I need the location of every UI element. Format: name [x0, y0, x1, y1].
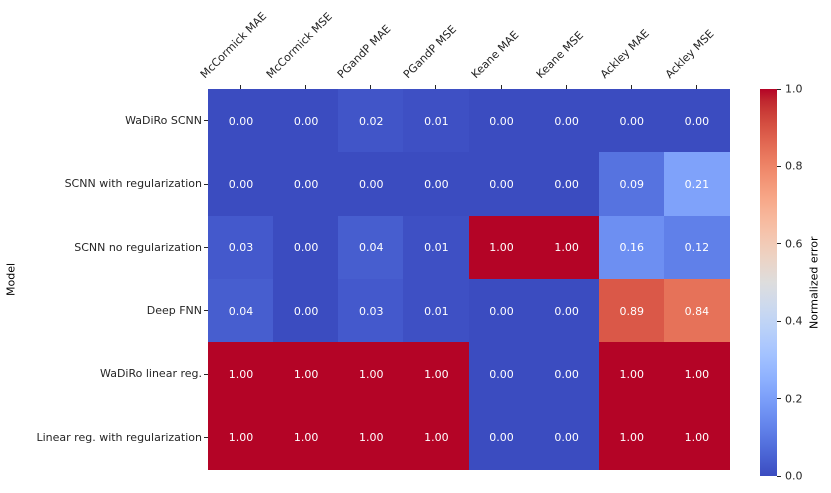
- column-label: Keane MSE: [533, 28, 586, 81]
- heatmap-cell: 0.00: [273, 279, 340, 343]
- heatmap-cell: 1.00: [468, 215, 535, 280]
- row-label: WaDiRo SCNN: [125, 114, 202, 128]
- heatmap-cell: 0.21: [663, 152, 730, 217]
- heatmap-cell: 0.04: [338, 215, 405, 280]
- y-tick-mark: [204, 183, 208, 185]
- column-label: McCormick MAE: [198, 9, 270, 81]
- heatmap-cell: 0.01: [403, 215, 470, 280]
- heatmap-cell: 1.00: [663, 342, 730, 407]
- colorbar-tick-mark: [777, 243, 781, 245]
- heatmap-cell: 0.04: [208, 279, 274, 343]
- heatmap-cell: 1.00: [598, 342, 665, 407]
- row-label: SCNN with regularization: [64, 177, 202, 191]
- column-label: Ackley MSE: [662, 27, 717, 81]
- heatmap-cell: 1.00: [598, 405, 665, 470]
- heatmap-cell: 0.00: [468, 152, 535, 217]
- colorbar-tick-mark: [777, 398, 781, 400]
- heatmap-cell: 1.00: [273, 405, 340, 470]
- colorbar-gradient: [760, 89, 777, 476]
- heatmap-cell: 0.00: [468, 279, 535, 343]
- heatmap-cell: 0.89: [598, 279, 665, 343]
- heatmap-cell: 0.00: [208, 152, 274, 217]
- row-label: Linear reg. with regularization: [36, 430, 202, 444]
- heatmap-cell: 0.03: [208, 215, 274, 280]
- row-label: SCNN no regularization: [74, 240, 202, 254]
- x-tick-mark: [305, 85, 307, 89]
- heatmap-cell: 1.00: [403, 405, 470, 470]
- row-label: Deep FNN: [146, 304, 202, 318]
- heatmap-cell: 1.00: [208, 405, 274, 470]
- heatmap-cell: 1.00: [273, 342, 340, 407]
- colorbar-tick-mark: [777, 88, 781, 90]
- colorbar-tick-mark: [777, 475, 781, 477]
- colorbar-tick-label: 0.0: [785, 469, 803, 483]
- row-label: WaDiRo linear reg.: [100, 367, 202, 381]
- y-tick-mark: [204, 436, 208, 438]
- x-tick-mark: [435, 85, 437, 89]
- column-label: PGandP MAE: [334, 22, 394, 81]
- heatmap-cell: 0.01: [403, 89, 470, 153]
- heatmap-cell: 0.00: [533, 279, 600, 343]
- colorbar-tick-label: 0.8: [785, 159, 803, 173]
- x-tick-mark: [240, 85, 242, 89]
- heatmap-cell: 1.00: [533, 215, 600, 280]
- x-tick-mark: [695, 85, 697, 89]
- heatmap-cell: 0.00: [663, 89, 730, 153]
- heatmap-cell: 0.00: [533, 405, 600, 470]
- colorbar-tick-label: 0.4: [785, 314, 803, 328]
- heatmap-cell: 0.00: [533, 342, 600, 407]
- heatmap-cell: 0.00: [468, 405, 535, 470]
- heatmap-cell: 0.00: [208, 89, 274, 153]
- heatmap-cell: 0.84: [663, 279, 730, 343]
- heatmap-cell: 0.02: [338, 89, 405, 153]
- heatmap-cell: 0.00: [468, 342, 535, 407]
- column-label: Keane MAE: [468, 28, 521, 81]
- heatmap-cell: 1.00: [663, 405, 730, 470]
- x-tick-mark: [630, 85, 632, 89]
- heatmap-cell: 1.00: [338, 405, 405, 470]
- y-tick-mark: [204, 373, 208, 375]
- colorbar-tick-mark: [777, 320, 781, 322]
- column-label: Ackley MAE: [597, 26, 652, 82]
- heatmap-cell: 0.09: [598, 152, 665, 217]
- heatmap-cell: 0.03: [338, 279, 405, 343]
- y-tick-mark: [204, 246, 208, 248]
- colorbar-tick-label: 0.6: [785, 237, 803, 251]
- heatmap-cell: 0.00: [403, 152, 470, 217]
- x-tick-mark: [565, 85, 567, 89]
- heatmap-cell: 1.00: [403, 342, 470, 407]
- heatmap-cell: 0.00: [273, 89, 340, 153]
- heatmap-cell: 0.00: [468, 89, 535, 153]
- colorbar-tick-mark: [777, 165, 781, 167]
- column-label: PGandP MSE: [400, 22, 459, 82]
- column-label: McCormick MSE: [263, 10, 335, 82]
- heatmap-cell: 0.16: [598, 215, 665, 280]
- y-tick-mark: [204, 310, 208, 312]
- colorbar-label: Normalized error: [807, 236, 821, 329]
- heatmap-cell: 0.00: [533, 89, 600, 153]
- heatmap-cell: 0.00: [598, 89, 665, 153]
- heatmap-cell: 0.00: [273, 215, 340, 280]
- heatmap-cell: 0.01: [403, 279, 470, 343]
- heatmap-cell: 0.00: [338, 152, 405, 217]
- heatmap-cell: 1.00: [208, 342, 274, 407]
- heatmap-cell: 0.00: [533, 152, 600, 217]
- x-tick-mark: [370, 85, 372, 89]
- x-tick-mark: [500, 85, 502, 89]
- colorbar-tick-label: 0.2: [785, 392, 803, 406]
- heatmap-cell: 0.12: [663, 215, 730, 280]
- y-tick-mark: [204, 120, 208, 122]
- colorbar-tick-label: 1.0: [785, 82, 803, 96]
- heatmap-cell: 1.00: [338, 342, 405, 407]
- heatmap-cell: 0.00: [273, 152, 340, 217]
